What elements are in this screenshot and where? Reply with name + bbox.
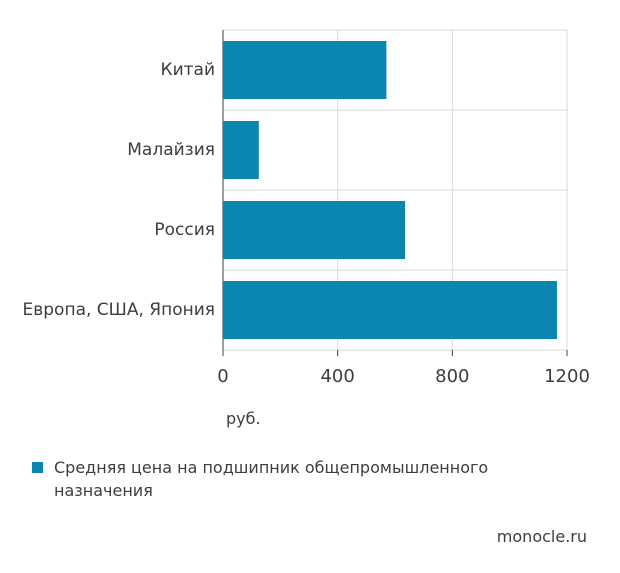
legend-swatch xyxy=(32,462,43,473)
x-tick-label: 1200 xyxy=(544,366,590,387)
bar xyxy=(223,121,259,179)
x-tick-label: 0 xyxy=(217,366,228,387)
category-label: Европа, США, Япония xyxy=(23,300,216,320)
x-tick-label: 800 xyxy=(435,366,469,387)
legend: Средняя цена на подшипник общепромышленн… xyxy=(32,456,572,502)
category-label: Малайзия xyxy=(127,140,215,160)
bar xyxy=(223,281,557,339)
x-tick-label: 400 xyxy=(320,366,354,387)
legend-label: Средняя цена на подшипник общепромышленн… xyxy=(54,458,489,500)
source-credit: monocle.ru xyxy=(496,527,587,546)
bar xyxy=(223,41,387,99)
bar-chart: Китай Малайзия Россия Европа, США, Япония 0 4… xyxy=(23,29,590,387)
category-label: Китай xyxy=(161,60,216,80)
category-label: Россия xyxy=(154,220,215,240)
bar xyxy=(223,201,406,259)
x-axis-label: руб. xyxy=(226,409,261,428)
